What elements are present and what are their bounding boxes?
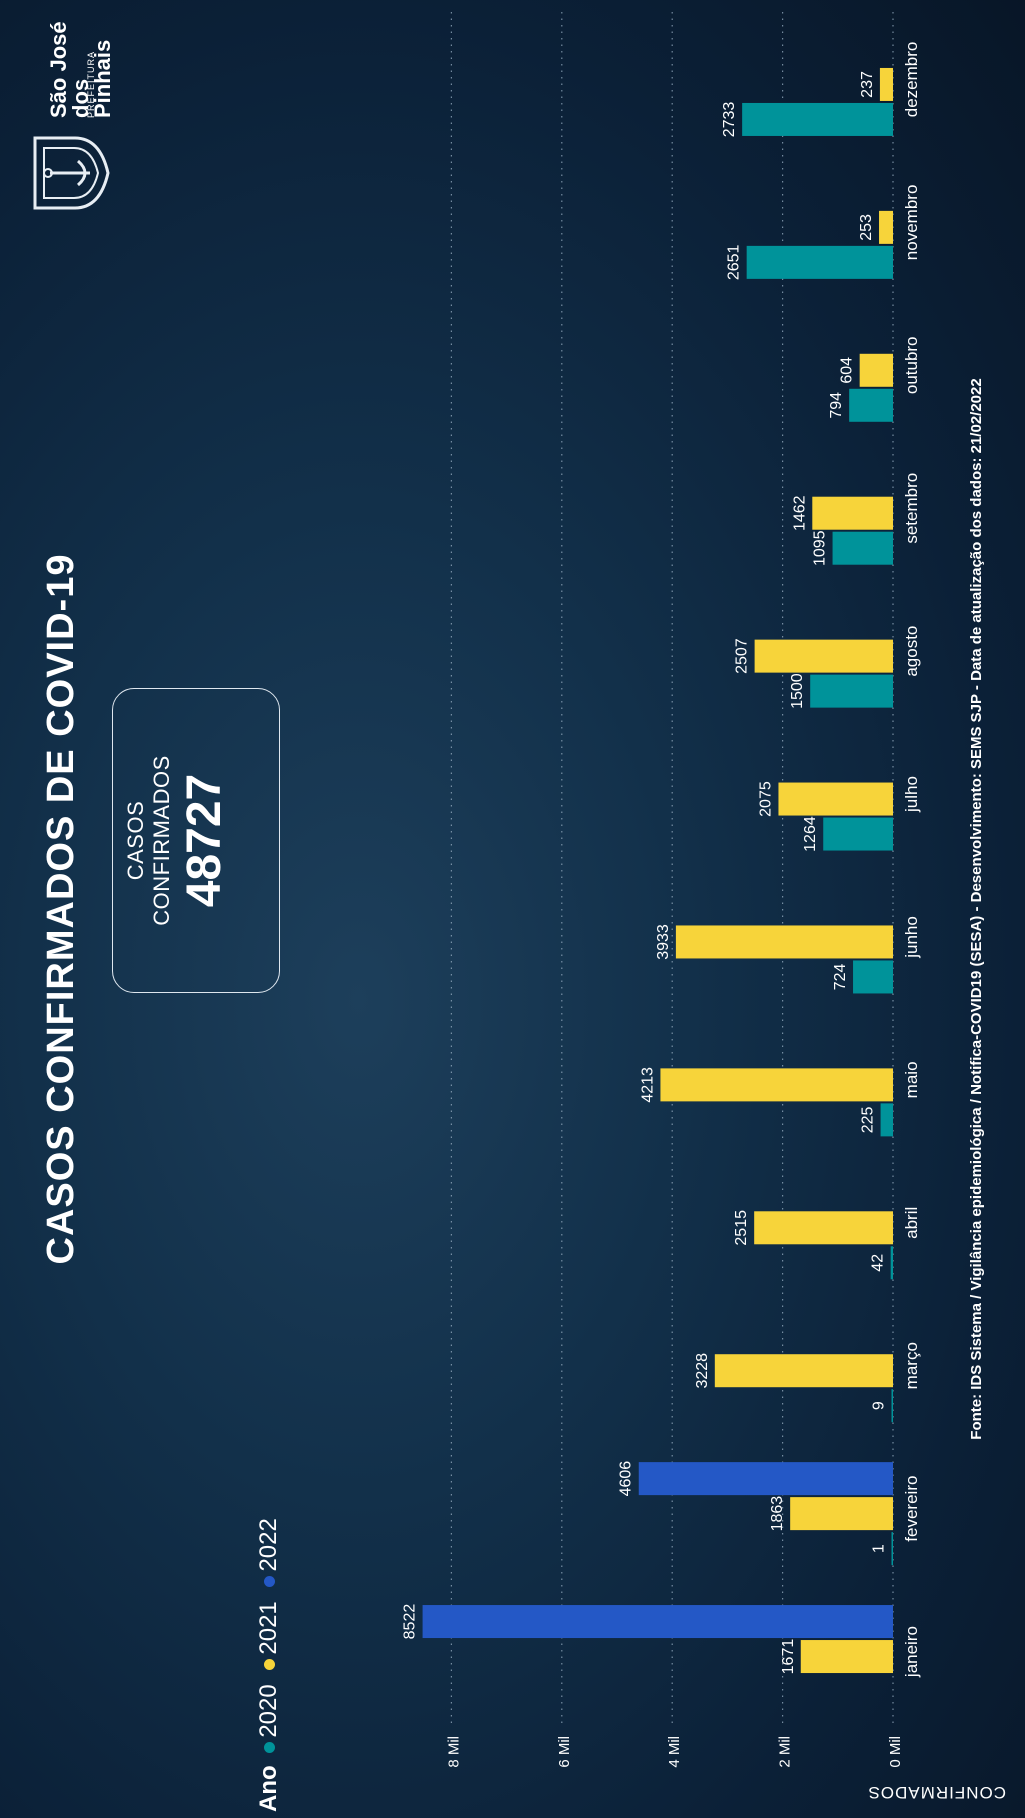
- coat-of-arms-icon: [33, 136, 110, 210]
- footer-source: Fonte: IDS Sistema / Vigilância epidemio…: [968, 378, 985, 1440]
- bar-2020-dezembro: [742, 102, 894, 136]
- bar-2020-novembro: [746, 245, 893, 279]
- data-label: 8522: [402, 1604, 419, 1640]
- data-label: 1671: [780, 1639, 797, 1675]
- bar-2021-dezembro: [879, 67, 894, 101]
- data-label: 1264: [802, 816, 819, 852]
- bar-2022-fevereiro: [638, 1462, 893, 1496]
- y-axis-label: CONFIRMADOS: [867, 1783, 1007, 1802]
- data-label: 604: [839, 357, 856, 384]
- data-label: 2515: [733, 1210, 750, 1246]
- y-tick-label: 4 Mil: [666, 1736, 683, 1768]
- x-tick-label: julho: [902, 776, 921, 813]
- data-label: 724: [832, 964, 849, 991]
- bar-2021-outubro: [859, 353, 893, 387]
- bar-2020-outubro: [849, 388, 894, 422]
- x-tick-label: abril: [902, 1207, 921, 1239]
- data-label: 1500: [789, 673, 806, 709]
- x-tick-label: dezembro: [902, 42, 921, 118]
- bar-2020-julho: [823, 817, 893, 851]
- bar-2022-janeiro: [422, 1605, 893, 1639]
- data-label: 225: [860, 1106, 877, 1133]
- bar-2020-maio: [880, 1103, 894, 1137]
- x-tick-label: maio: [902, 1061, 921, 1098]
- data-label: 2075: [757, 781, 774, 817]
- data-label: 2651: [726, 244, 743, 280]
- bar-2021-maio: [660, 1068, 893, 1102]
- y-tick-label: 2 Mil: [777, 1736, 794, 1768]
- bar-2021-setembro: [812, 496, 894, 530]
- data-label: 794: [828, 392, 845, 419]
- data-label: 4606: [618, 1461, 635, 1497]
- bar-2021-fevereiro: [790, 1497, 894, 1531]
- y-tick-label: 6 Mil: [556, 1736, 573, 1768]
- x-tick-label: junho: [902, 916, 921, 959]
- bar-2021-julho: [778, 782, 894, 816]
- data-label: 4213: [639, 1067, 656, 1103]
- bar-2020-março: [891, 1389, 893, 1423]
- bar-2021-junho: [675, 925, 893, 959]
- data-label: 9: [871, 1401, 888, 1410]
- bar-2020-setembro: [832, 531, 894, 565]
- x-tick-label: outubro: [902, 336, 921, 394]
- data-label: 237: [859, 71, 876, 98]
- data-label: 1462: [791, 495, 808, 531]
- y-tick-label: 0 Mil: [887, 1736, 904, 1768]
- data-label: 1: [871, 1544, 888, 1553]
- x-tick-label: novembro: [902, 185, 921, 261]
- bar-2020-fevereiro: [891, 1532, 893, 1566]
- bar-2020-agosto: [810, 674, 894, 708]
- bar-2021-março: [714, 1354, 893, 1388]
- city-logo: São José dos Pinhais PREFEITURA: [20, 8, 120, 218]
- x-tick-label: janeiro: [902, 1626, 921, 1678]
- x-tick-label: agosto: [902, 626, 921, 677]
- data-label: 3228: [694, 1353, 711, 1389]
- bar-2021-abril: [754, 1211, 893, 1245]
- data-label: 1095: [812, 530, 829, 566]
- x-tick-label: setembro: [902, 473, 921, 544]
- data-label: 2733: [721, 102, 738, 138]
- y-tick-label: 8 Mil: [445, 1736, 462, 1768]
- bar-2020-abril: [890, 1246, 893, 1280]
- data-label: 3933: [655, 924, 672, 960]
- x-tick-label: fevereiro: [902, 1476, 921, 1542]
- data-label: 42: [870, 1254, 887, 1272]
- bar-2021-agosto: [754, 639, 893, 673]
- data-label: 1863: [769, 1496, 786, 1532]
- bar-2020-junho: [853, 960, 894, 994]
- bar-2021-janeiro: [800, 1640, 893, 1674]
- bar-2021-novembro: [879, 210, 894, 244]
- data-label: 2507: [734, 638, 751, 674]
- x-tick-label: março: [902, 1342, 921, 1389]
- data-label: 253: [858, 214, 875, 241]
